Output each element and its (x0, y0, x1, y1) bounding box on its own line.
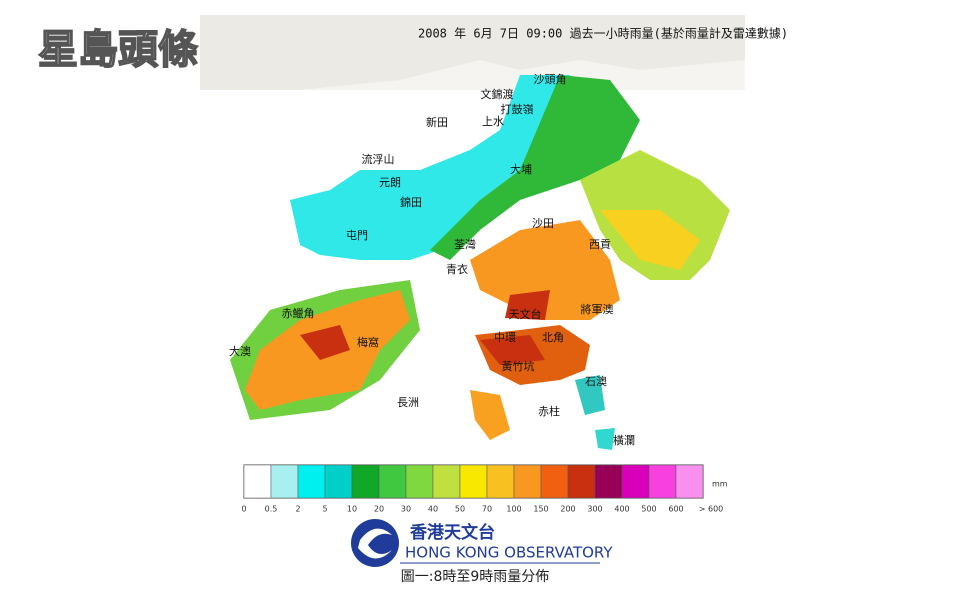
place-label: 打鼓嶺 (501, 102, 534, 116)
lamma-rain (470, 390, 510, 440)
place-label: 黃竹坑 (502, 359, 535, 373)
legend-label: 40 (428, 505, 438, 514)
legend-swatch (567, 464, 596, 499)
legend-label: 2 (295, 505, 300, 514)
legend-swatch (297, 464, 326, 499)
place-label: 荃灣 (454, 237, 476, 251)
place-label: 赤鱲角 (282, 307, 315, 320)
legend-label: 20 (374, 505, 384, 514)
legend-label: 300 (587, 505, 602, 514)
place-label: 赤柱 (538, 404, 560, 418)
mainland (200, 15, 745, 110)
legend-swatch (513, 464, 542, 499)
logo-english: HONG KONG OBSERVATORY (405, 544, 613, 562)
island-core (480, 335, 545, 365)
legend-swatch (432, 464, 461, 499)
legend-label: 100 (506, 505, 521, 514)
place-label: 梅窩 (357, 335, 379, 349)
kowloon-rain (470, 220, 620, 320)
north-rain (430, 75, 640, 260)
legend-label: 600 (668, 505, 683, 514)
legend-label: > 600 (699, 505, 724, 514)
legend-swatch (486, 464, 515, 499)
legend-label: 400 (614, 505, 629, 514)
place-label: 天文台 (509, 307, 542, 321)
lantau-core (300, 325, 350, 360)
legend-swatch (621, 464, 650, 499)
place-label: 橫瀾 (613, 433, 635, 447)
place-label: 北角 (542, 331, 564, 344)
legend-swatch (675, 464, 704, 499)
place-label: 大埔 (510, 162, 532, 176)
north-west-rain (290, 75, 570, 260)
legend-label: 50 (455, 505, 465, 514)
legend-swatch (351, 464, 380, 499)
place-label: 沙田 (532, 217, 554, 230)
logo-emblem (351, 519, 399, 567)
legend-swatch (324, 464, 353, 499)
waglan-rain (595, 428, 615, 450)
place-label: 中環 (494, 331, 516, 344)
legend-swatch (378, 464, 407, 499)
legend-label: 10 (347, 505, 357, 514)
place-label: 文錦渡 (481, 87, 514, 101)
place-label: 大澳 (229, 344, 251, 358)
place-label: 屯門 (346, 229, 368, 242)
place-label: 沙頭角 (534, 73, 567, 86)
legend-swatch (243, 464, 272, 499)
legend-label: 500 (641, 505, 656, 514)
place-label: 元朗 (379, 176, 401, 189)
legend-swatch (594, 464, 623, 499)
legend-label: 30 (401, 505, 411, 514)
legend: 0 0.5 2 5 10 20 30 40 50 70 100 150 200 300 400 500 600 >… (241, 464, 724, 514)
place-label: 流浮山 (362, 152, 395, 166)
place-label: 石澳 (585, 375, 607, 388)
sai-kung-rain (600, 210, 700, 270)
logo-chinese: 香港天文台 (410, 522, 495, 543)
legend-label: 5 (322, 505, 327, 514)
observatory-logo: 香港天文台 HONG KONG OBSERVATORY (351, 519, 613, 567)
legend-swatch (270, 464, 299, 499)
legend-label: 200 (560, 505, 575, 514)
legend-label: 70 (482, 505, 492, 514)
legend-label: 0.5 (265, 505, 278, 514)
legend-label: 0 (241, 505, 246, 514)
caption: 圖一:8時至9時雨量分佈 (401, 568, 550, 585)
place-label: 將軍澳 (581, 302, 614, 316)
shek-o-rain (575, 375, 605, 415)
logo-swirl (358, 528, 392, 559)
legend-unit: mm (712, 480, 728, 489)
legend-label: 150 (533, 505, 548, 514)
place-label: 錦田 (400, 195, 422, 209)
legend-swatch (405, 464, 434, 499)
place-label: 西貢 (589, 238, 611, 251)
place-label: 上水 (482, 115, 504, 128)
place-label: 新田 (426, 115, 448, 129)
legend-swatch (459, 464, 488, 499)
place-label: 長洲 (397, 396, 419, 409)
map-title: 2008 年 6月 7日 09:00 過去一小時雨量(基於雨量計及雷達數據) (418, 26, 788, 41)
watermark: 星島頭條 (38, 27, 198, 73)
legend-swatch (648, 464, 677, 499)
place-label: 青衣 (446, 262, 468, 276)
kowloon-core (505, 290, 550, 320)
legend-swatch (540, 464, 569, 499)
